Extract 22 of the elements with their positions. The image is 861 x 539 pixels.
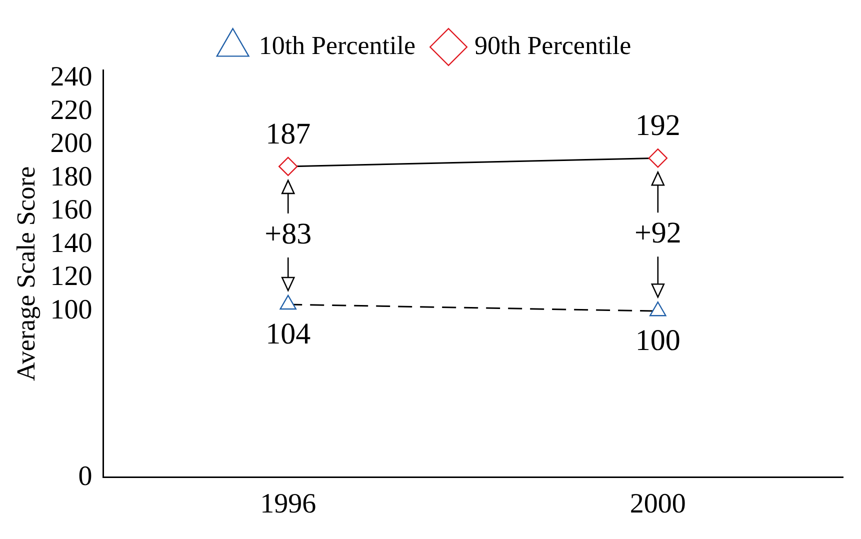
x-tick-label: 2000 [630,488,686,520]
data-label: 100 [635,324,680,357]
y-tick-label: 220 [50,94,92,126]
y-axis-title: Average Scale Score [11,166,40,382]
y-tick-label: 0 [78,460,92,492]
point [278,156,298,176]
y-tick-label: 140 [50,228,92,259]
data-label: 104 [266,317,311,350]
y-tick-label: 180 [50,161,92,192]
y-tick-label: 200 [50,128,92,160]
legend-label: 90th Percentile [474,30,632,60]
y-tick-label: 100 [50,294,92,326]
y-tick-label: 120 [50,261,92,292]
data-label: 187 [266,117,311,150]
annotation: +83 [264,217,312,250]
data-label: 192 [635,109,680,142]
legend-label: 10th Percentile [258,30,416,60]
x-tick-label: 1996 [260,488,316,520]
y-tick-label: 160 [50,194,92,226]
y-tick-label: 240 [50,62,92,93]
annotation: +92 [634,216,682,250]
point [648,148,668,168]
